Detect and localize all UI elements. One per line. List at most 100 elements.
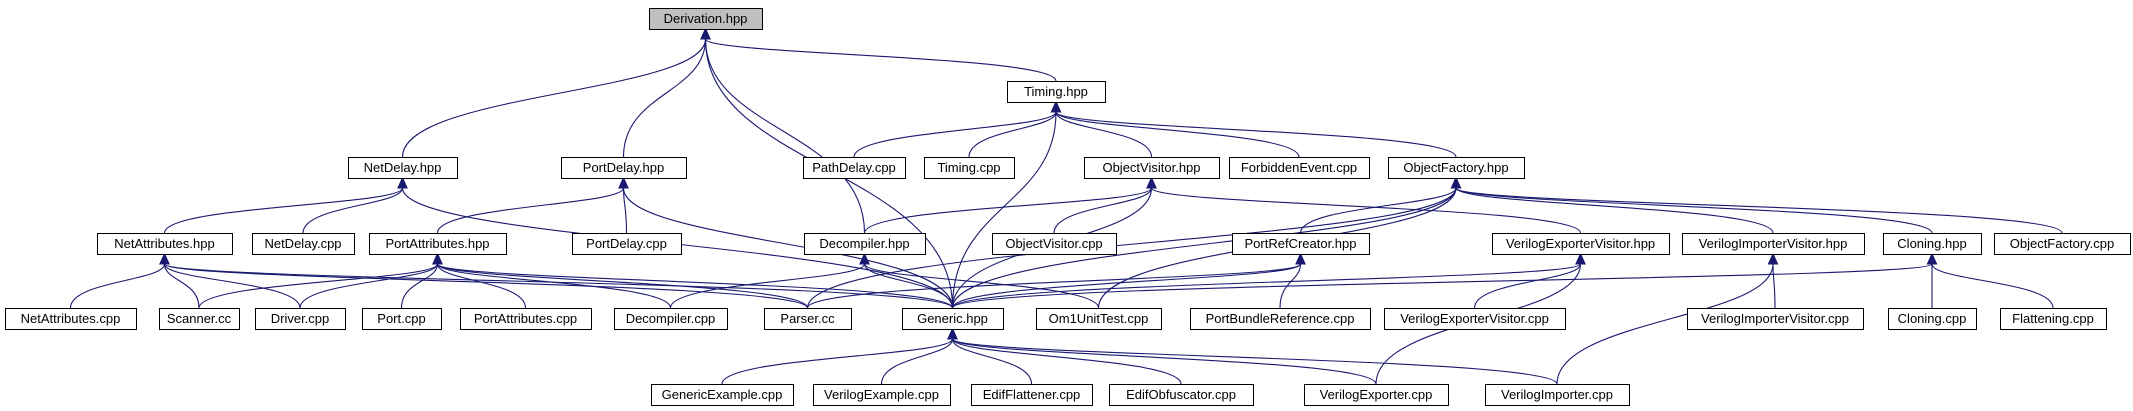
node-forbiddenevent-cpp[interactable]: ForbiddenEvent.cpp [1229,157,1370,179]
node-label: ObjectVisitor.cpp [1005,236,1102,251]
node-label: VerilogExporterVisitor.cpp [1400,311,1549,326]
edge-line [806,187,1457,309]
node-netattributes-hpp[interactable]: NetAttributes.hpp [97,233,233,255]
edge-timing-hpp-to-derivation-hpp [700,27,1057,82]
edge-generic-hpp-to-portdelay-hpp [618,176,954,309]
node-objectvisitor-hpp[interactable]: ObjectVisitor.hpp [1084,157,1220,179]
node-box [803,157,906,179]
edge-line [436,263,672,309]
node-netdelay-cpp[interactable]: NetDelay.cpp [252,233,355,255]
node-label: PortAttributes.hpp [385,236,489,251]
node-label: Flattening.cpp [2012,311,2094,326]
edge-line [968,111,1057,158]
edge-line [436,263,954,309]
node-label: Decompiler.hpp [819,236,909,251]
node-box [362,308,442,330]
edge-line [622,187,954,309]
edge-line [1931,263,2054,309]
edge-line [400,263,439,309]
node-verilogimportervisitor-hpp[interactable]: VerilogImporterVisitor.hpp [1682,233,1865,255]
edge-line [401,38,707,158]
edge-arrowhead [159,252,170,265]
edge-line [436,187,625,234]
edge-decompiler-hpp-to-derivation-hpp [700,27,866,234]
node-genericexample-cpp[interactable]: GenericExample.cpp [651,384,794,406]
node-flattening-cpp[interactable]: Flattening.cpp [2000,308,2107,330]
node-objectvisitor-cpp[interactable]: ObjectVisitor.cpp [992,233,1117,255]
node-verilogexporter-cpp[interactable]: VerilogExporter.cpp [1304,384,1449,406]
edge-line [1772,263,1776,309]
node-label: Om1UnitTest.cpp [1049,311,1149,326]
edge-line [806,263,1302,309]
edge-arrowhead [1050,100,1062,113]
edge-line [951,111,1057,309]
node-label: EdifObfuscator.cpp [1126,387,1236,402]
node-label: ObjectVisitor.hpp [1102,160,1200,175]
node-objectfactory-cpp[interactable]: ObjectFactory.cpp [1994,233,2131,255]
node-ediflattener-cpp[interactable]: EdifFlattener.cpp [971,384,1093,406]
node-portdelay-cpp[interactable]: PortDelay.cpp [572,233,682,255]
edge-generic-hpp-to-portattributes-hpp [432,252,954,309]
node-box [813,384,951,406]
edge-arrowhead [618,176,629,189]
node-scanner-cc[interactable]: Scanner.cc [159,308,240,330]
edge-portattributes-hpp-to-portdelay-hpp [436,176,629,234]
edge-line [863,263,954,309]
node-netattributes-cpp[interactable]: NetAttributes.cpp [5,308,137,330]
node-portrefcreator-hpp[interactable]: PortRefCreator.hpp [1232,233,1370,255]
node-decompiler-cpp[interactable]: Decompiler.cpp [614,308,728,330]
node-box [159,308,240,330]
edge-netattributes-hpp-to-netdelay-hpp [163,176,408,234]
node-cloning-cpp[interactable]: Cloning.cpp [1888,308,1977,330]
node-box [1492,233,1670,255]
edge-line [669,263,866,309]
edge-line [436,263,527,309]
node-om1unittest-cpp[interactable]: Om1UnitTest.cpp [1036,308,1162,330]
node-timing-hpp[interactable]: Timing.hpp [1007,81,1106,103]
node-cloning-hpp[interactable]: Cloning.hpp [1883,233,1982,255]
node-verilogexample-cpp[interactable]: VerilogExample.cpp [813,384,951,406]
edge-verilogimporter-cpp-to-verilogimportervisitor-hpp [1556,252,1779,385]
node-portattributes-cpp[interactable]: PortAttributes.cpp [460,308,592,330]
node-box [572,233,682,255]
edge-om1unittest-cpp-to-decompiler-hpp [859,252,1100,309]
node-label: PortDelay.hpp [583,160,664,175]
edge-forbiddenevent-cpp-to-timing-hpp [1050,100,1300,158]
node-netdelay-hpp[interactable]: NetDelay.hpp [348,157,458,179]
node-parser-cc[interactable]: Parser.cc [764,308,852,330]
node-port-cpp[interactable]: Port.cpp [362,308,442,330]
node-pathdelay-cpp[interactable]: PathDelay.cpp [803,157,906,179]
edge-line [163,263,301,309]
node-edifobfuscator-cpp[interactable]: EdifObfuscator.cpp [1109,384,1254,406]
node-verilogimporter-cpp[interactable]: VerilogImporter.cpp [1485,384,1630,406]
node-label: Driver.cpp [271,311,330,326]
node-box [1388,157,1525,179]
node-verilogexportervisitor-hpp[interactable]: VerilogExporterVisitor.hpp [1492,233,1670,255]
node-box [369,233,507,255]
node-label: PortBundleReference.cpp [1206,311,1355,326]
edge-line [163,263,809,309]
node-portbundlereference-cpp[interactable]: PortBundleReference.cpp [1190,308,1371,330]
node-label: PortRefCreator.hpp [1244,236,1356,251]
node-timing-cpp[interactable]: Timing.cpp [924,157,1015,179]
node-portdelay-hpp[interactable]: PortDelay.hpp [561,157,687,179]
edge-line [1455,187,2063,234]
edge-verilogexample-cpp-to-generic-hpp [880,327,958,385]
node-label: ObjectFactory.hpp [1403,160,1508,175]
edge-line [1055,111,1457,158]
node-label: Port.cpp [377,311,425,326]
edge-portbundlereference-cpp-to-portrefcreator-hpp [1279,252,1306,309]
node-objectfactory-hpp[interactable]: ObjectFactory.hpp [1388,157,1525,179]
edge-arrowhead [1450,176,1462,189]
node-driver-cpp[interactable]: Driver.cpp [255,308,346,330]
node-portattributes-hpp[interactable]: PortAttributes.hpp [369,233,507,255]
node-label: EdifFlattener.cpp [983,387,1081,402]
edge-line [163,263,200,309]
node-decompiler-hpp[interactable]: Decompiler.hpp [804,233,926,255]
edge-netattributes-cpp-to-netattributes-hpp [69,252,170,309]
node-generic-hpp[interactable]: Generic.hpp [902,308,1004,330]
node-verilogimportervisitor-cpp[interactable]: VerilogImporterVisitor.cpp [1687,308,1864,330]
node-verilogexportervisitor-cpp[interactable]: VerilogExporterVisitor.cpp [1384,308,1566,330]
edge-line [1299,187,1457,234]
